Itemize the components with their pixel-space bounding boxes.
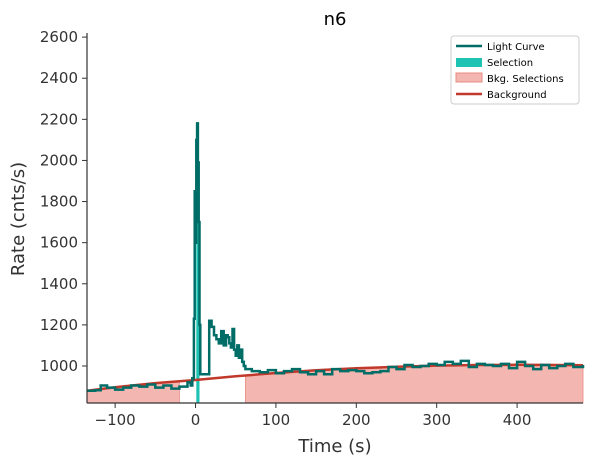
legend: Light Curve Selection Bkg. Selections Ba…	[450, 35, 580, 105]
x-ticks: −100 0 100 200 300 400	[95, 403, 532, 429]
x-tick-label: 400	[503, 411, 532, 429]
legend-background-label: Background	[487, 90, 547, 101]
x-tick-label: 0	[191, 411, 201, 429]
y-tick-label: 2600	[40, 28, 78, 46]
y-tick-label: 2000	[40, 151, 78, 169]
legend-light-curve-label: Light Curve	[487, 42, 545, 53]
legend-selection-swatch	[456, 58, 482, 67]
y-ticks: 1000 1200 1400 1600 1800 2000 2200 2400 2600	[40, 28, 87, 375]
y-tick-label: 1600	[40, 234, 78, 252]
y-tick-label: 1800	[40, 193, 78, 211]
light-curve-line	[87, 122, 585, 392]
y-tick-label: 1000	[40, 357, 78, 375]
y-tick-label: 1400	[40, 275, 78, 293]
y-tick-label: 2400	[40, 69, 78, 87]
y-tick-label: 2200	[40, 110, 78, 128]
y-axis-label: Rate (cnts/s)	[8, 162, 29, 276]
y-tick-label: 1200	[40, 316, 78, 334]
x-tick-label: 200	[342, 411, 371, 429]
legend-bkg-selections-label: Bkg. Selections	[487, 74, 564, 85]
chart-title: n6	[324, 9, 347, 30]
x-axis-label: Time (s)	[297, 436, 371, 457]
x-tick-label: −100	[95, 411, 136, 429]
x-tick-label: 300	[422, 411, 451, 429]
legend-box	[450, 35, 580, 105]
legend-selection-label: Selection	[487, 58, 533, 69]
axes	[86, 33, 583, 404]
legend-bkg-selections-swatch	[455, 72, 483, 83]
x-tick-label: 100	[262, 411, 291, 429]
light-curve-layer	[87, 122, 585, 392]
